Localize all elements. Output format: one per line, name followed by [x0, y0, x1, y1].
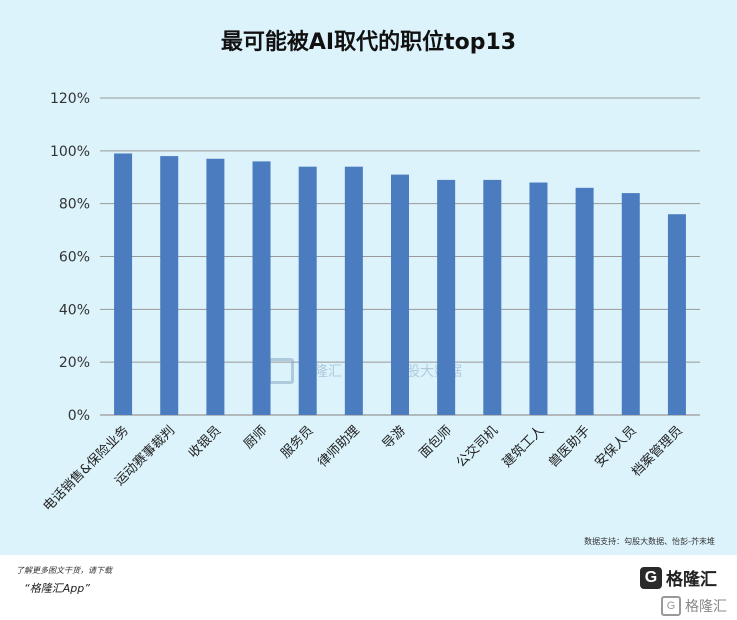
footer: 了解更多图文干货，请下载 “格隆汇App” G 格隆汇 G 格隆汇 — [0, 555, 737, 620]
x-tick-label: 建筑工人 — [499, 423, 547, 471]
bar — [437, 179, 456, 415]
bar — [621, 193, 640, 415]
promo-line-2: “格隆汇App” — [24, 582, 90, 595]
bar — [160, 156, 179, 415]
logo-text: 格隆汇 — [666, 570, 717, 590]
y-tick-label: 40% — [59, 302, 90, 318]
x-tick-label: 收银员 — [186, 423, 224, 461]
x-tick-label: 面包师 — [417, 423, 455, 461]
y-tick-label: 60% — [59, 250, 90, 266]
bar — [114, 153, 133, 415]
bar — [667, 214, 686, 415]
y-tick-label: 0% — [68, 408, 90, 424]
x-tick-label: 兽医助手 — [546, 423, 593, 470]
bar — [252, 161, 271, 415]
x-tick-label: 导游 — [380, 423, 409, 452]
logo-mark-icon: G — [640, 566, 662, 589]
y-tick-label: 120% — [50, 91, 90, 107]
y-tick-label: 20% — [59, 355, 90, 371]
x-tick-label: 电话销售&保险业务 — [40, 423, 132, 515]
source-note: 数据支持：勾股大数据、怡彭-芥末堆 — [584, 537, 715, 546]
x-tick-label: 服务员 — [278, 423, 317, 462]
bar — [206, 158, 225, 415]
x-tick-label: 安保人员 — [592, 423, 639, 470]
bar — [391, 174, 409, 415]
bar — [529, 182, 548, 415]
gelonghui-logo: G 格隆汇 — [640, 565, 717, 590]
watermark-text: 格隆汇 — [685, 599, 727, 615]
bar — [575, 187, 594, 415]
chart-title: 最可能被AI取代的职位top13 — [220, 30, 517, 55]
bar — [298, 166, 317, 415]
y-tick-label: 80% — [59, 197, 90, 213]
bar — [483, 179, 502, 415]
x-tick-label: 档案管理员 — [629, 423, 686, 480]
watermark-mark-icon: G — [661, 596, 681, 616]
y-tick-label: 100% — [50, 144, 90, 160]
x-tick-label: 厨师 — [241, 423, 270, 452]
corner-watermark: G 格隆汇 — [661, 596, 727, 616]
x-tick-label: 公交司机 — [453, 423, 501, 471]
bar — [344, 166, 363, 415]
x-tick-label: 律师助理 — [315, 423, 362, 470]
promo-line-1: 了解更多图文干货，请下载 — [16, 566, 112, 575]
